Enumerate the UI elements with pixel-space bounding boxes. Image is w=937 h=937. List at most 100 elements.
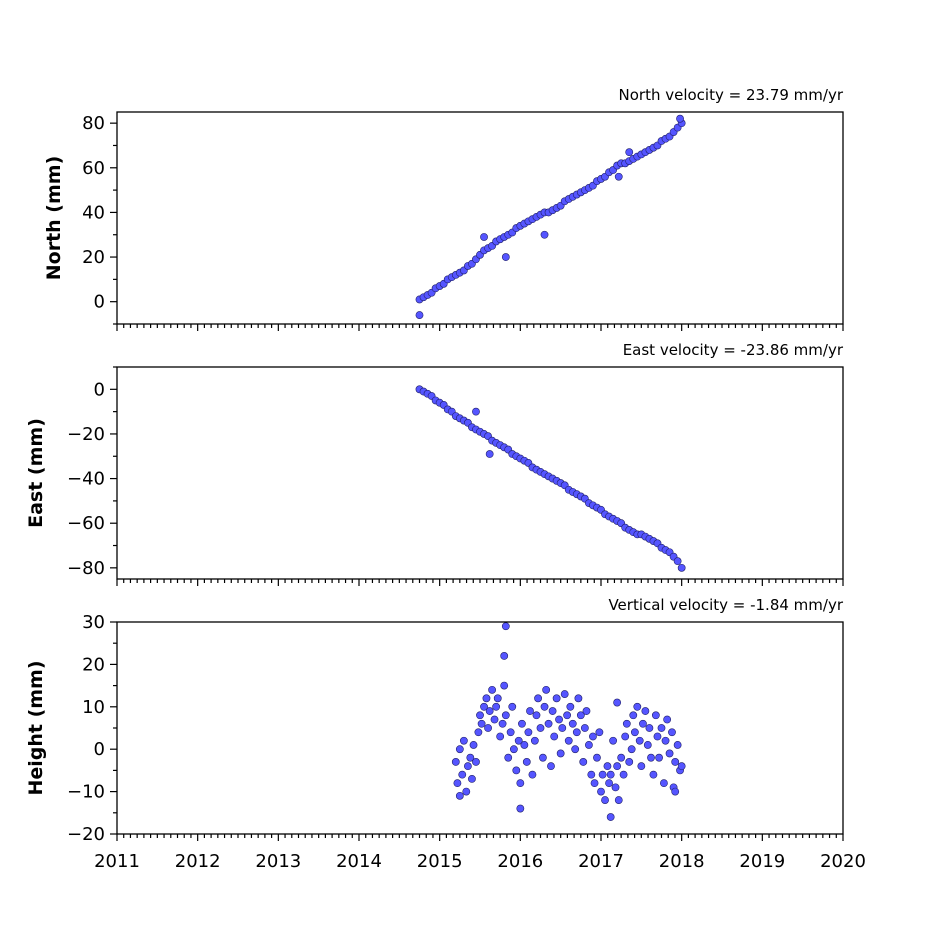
height-data-point [597, 787, 605, 796]
height-data-point [660, 779, 668, 788]
height-data-point [661, 736, 670, 745]
height-data-point [490, 715, 499, 724]
height-data-point [673, 741, 682, 749]
height-data-point [493, 694, 502, 703]
height-data-point [613, 762, 622, 771]
east-panel: East velocity = -23.86 mm/yr East (mm) 0… [25, 341, 844, 586]
height-panel: Vertical velocity = -1.84 mm/yr Height (… [25, 596, 866, 872]
north-data-point [480, 233, 488, 241]
height-data-point [504, 753, 513, 762]
height-plot-frame [116, 621, 844, 835]
height-data-point [530, 736, 539, 745]
height-data-point [619, 770, 628, 779]
height-data-point [555, 715, 563, 724]
height-data-point [617, 753, 626, 762]
height-data-point [585, 741, 593, 749]
height-data-point [598, 770, 607, 779]
y-tick-label: 80 [82, 113, 105, 134]
east-velocity-title: East velocity = -23.86 mm/yr [623, 341, 844, 359]
east-data-point [677, 563, 686, 572]
north-data-point [614, 172, 623, 181]
height-data-point [590, 779, 599, 788]
y-tick-label: −10 [67, 782, 105, 803]
north-data-point [415, 311, 424, 319]
height-data-point [534, 694, 542, 703]
north-velocity-title: North velocity = 23.79 mm/yr [619, 86, 844, 104]
height-y-axis-label: Height (mm) [25, 660, 47, 795]
height-data-point [544, 719, 553, 728]
height-data-point [639, 719, 647, 728]
height-data-point [484, 724, 492, 732]
east-y-axis-label: East (mm) [25, 418, 47, 528]
north-data-point [676, 114, 684, 123]
height-data-point [643, 741, 652, 749]
height-data-point [514, 736, 523, 745]
height-data-point [558, 724, 567, 732]
x-tick-label: 2011 [94, 851, 140, 872]
height-data-point [611, 783, 620, 792]
x-tick-label: 2016 [497, 851, 543, 872]
height-data-point [564, 736, 573, 745]
height-data-point [501, 711, 510, 720]
height-data-point [677, 762, 686, 771]
height-data-point [663, 715, 672, 724]
height-data-point [668, 728, 676, 737]
height-data-point [520, 741, 529, 749]
height-data-point [528, 770, 537, 779]
height-data-point [580, 724, 589, 732]
height-data-point [572, 728, 581, 737]
height-data-point [500, 681, 509, 690]
height-data-point [463, 762, 472, 771]
height-data-point [496, 732, 505, 741]
height-data-point [453, 779, 462, 788]
height-data-point [459, 736, 468, 745]
height-data-point [498, 719, 507, 728]
height-data-point [563, 711, 572, 720]
height-data-point [574, 694, 583, 703]
height-data-point [582, 707, 591, 715]
north-y-axis-label: North (mm) [43, 156, 65, 281]
height-data-point [629, 711, 638, 720]
x-tick-label: 2015 [417, 851, 463, 872]
height-data-point [458, 770, 467, 779]
height-data-point [548, 707, 557, 715]
height-data-point [606, 770, 615, 779]
north-points [415, 114, 686, 319]
height-data-point [512, 766, 521, 775]
y-tick-label: 40 [82, 202, 105, 223]
height-data-point [647, 753, 655, 762]
height-data-point [516, 779, 525, 788]
height-data-point [653, 732, 662, 741]
east-data-point [472, 407, 480, 416]
height-data-point [609, 736, 617, 745]
height-data-point [601, 796, 609, 804]
height-data-point [509, 745, 518, 754]
y-tick-label: −60 [67, 513, 105, 534]
x-tick-label: 2013 [255, 851, 301, 872]
y-tick-label: 20 [82, 247, 105, 268]
height-data-point [560, 690, 569, 698]
y-tick-label: −40 [67, 469, 105, 490]
north-data-point [501, 253, 510, 261]
height-data-point [641, 707, 650, 715]
height-data-point [593, 753, 601, 762]
height-data-point [480, 702, 488, 711]
x-tick-label: 2012 [175, 851, 221, 872]
height-data-point [469, 741, 478, 749]
height-data-point [556, 749, 565, 758]
height-data-point [526, 707, 534, 715]
height-data-point [518, 719, 526, 728]
height-data-point [552, 694, 561, 703]
height-data-point [451, 758, 460, 766]
height-data-point [671, 787, 680, 796]
height-data-point [482, 694, 491, 703]
y-tick-label: 60 [82, 158, 105, 179]
height-data-point [488, 685, 496, 694]
x-tick-label: 2014 [336, 851, 382, 872]
east-ticks: 0 −20 −40 −60 −80 [67, 366, 844, 586]
height-data-point [466, 753, 475, 762]
x-tick-label: 2017 [578, 851, 624, 872]
height-data-point [635, 736, 644, 745]
height-data-point [614, 796, 623, 804]
height-data-point [633, 702, 642, 711]
